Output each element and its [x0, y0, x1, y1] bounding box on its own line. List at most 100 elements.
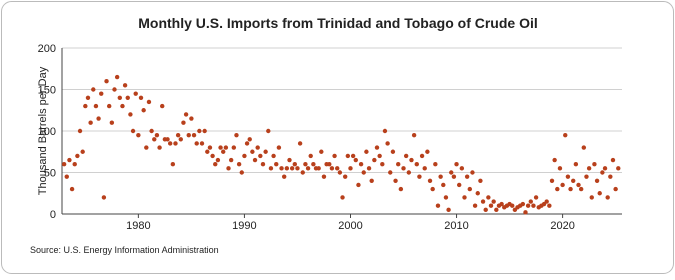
data-point — [613, 186, 618, 192]
data-point — [194, 141, 199, 146]
y-axis-label: Thousand Barrels per Day — [37, 66, 49, 195]
data-point — [271, 153, 276, 159]
data-point — [377, 153, 382, 159]
data-point — [258, 153, 263, 159]
data-point — [223, 145, 229, 150]
y-tick-label: 150 — [38, 85, 56, 97]
data-point — [236, 162, 242, 167]
data-point — [499, 201, 504, 207]
y-tick-label: 50 — [44, 168, 56, 180]
data-point — [425, 149, 430, 154]
data-point — [279, 166, 284, 171]
data-point — [486, 195, 491, 200]
data-point — [388, 170, 393, 175]
data-point — [207, 145, 213, 150]
data-point — [446, 207, 451, 213]
data-point — [226, 166, 231, 171]
data-point — [369, 178, 374, 183]
data-point — [565, 174, 571, 179]
data-point — [523, 210, 528, 215]
data-point — [266, 128, 271, 134]
data-point — [411, 132, 417, 138]
data-point — [608, 174, 613, 179]
data-point — [433, 162, 438, 167]
data-point — [451, 174, 457, 179]
data-point — [478, 178, 483, 183]
data-point — [244, 141, 250, 146]
data-point — [382, 128, 388, 134]
data-point — [592, 162, 597, 167]
data-point — [80, 149, 85, 154]
data-point — [456, 182, 462, 188]
data-point — [372, 157, 377, 163]
data-point — [197, 128, 202, 134]
data-point — [610, 157, 616, 163]
data-point — [122, 83, 128, 88]
data-point — [409, 157, 414, 163]
data-point — [292, 162, 298, 167]
data-point — [133, 91, 138, 96]
data-point — [83, 103, 88, 109]
data-point — [106, 103, 112, 109]
data-point — [112, 87, 117, 92]
data-point — [406, 170, 412, 175]
data-point — [414, 162, 419, 167]
data-point — [327, 162, 332, 167]
data-point — [250, 149, 255, 154]
data-point — [528, 199, 533, 204]
data-point — [348, 166, 353, 171]
data-point — [462, 195, 467, 200]
data-point — [586, 166, 592, 171]
data-point — [61, 162, 67, 167]
data-point — [584, 174, 589, 179]
data-point — [563, 132, 568, 138]
data-point — [602, 166, 608, 171]
data-point — [337, 170, 343, 175]
data-point — [364, 149, 369, 154]
data-point — [578, 186, 584, 192]
data-point — [443, 195, 449, 200]
data-point — [274, 162, 279, 167]
data-point — [165, 137, 170, 142]
data-point — [459, 166, 465, 171]
data-point — [321, 174, 327, 179]
data-point — [549, 178, 555, 183]
data-point — [300, 170, 305, 175]
data-point — [576, 182, 581, 188]
data-point — [289, 166, 295, 171]
data-point — [215, 157, 221, 163]
data-point — [520, 201, 526, 207]
data-point — [183, 112, 189, 117]
data-point — [120, 103, 125, 109]
data-point — [422, 166, 427, 171]
data-point — [533, 195, 539, 200]
data-point — [146, 99, 152, 105]
data-point — [417, 174, 422, 179]
data-point — [441, 182, 446, 188]
data-point — [308, 153, 313, 159]
data-point — [557, 166, 563, 171]
data-point — [218, 145, 223, 150]
data-point — [401, 166, 406, 171]
data-point — [75, 153, 80, 159]
data-point — [221, 149, 226, 154]
data-point — [361, 170, 366, 175]
data-point — [483, 207, 488, 213]
data-point — [573, 162, 579, 167]
data-point — [430, 186, 435, 192]
data-point — [335, 166, 340, 171]
data-point — [186, 132, 191, 138]
data-point — [255, 145, 260, 150]
data-point — [268, 166, 274, 171]
data-point — [157, 145, 162, 150]
data-point — [234, 132, 239, 138]
data-point — [181, 120, 186, 125]
data-point — [99, 91, 104, 96]
data-point — [438, 174, 443, 179]
data-point — [263, 149, 268, 154]
data-point — [600, 170, 605, 175]
data-point — [385, 141, 390, 146]
data-point — [358, 162, 364, 167]
data-point — [340, 195, 345, 200]
